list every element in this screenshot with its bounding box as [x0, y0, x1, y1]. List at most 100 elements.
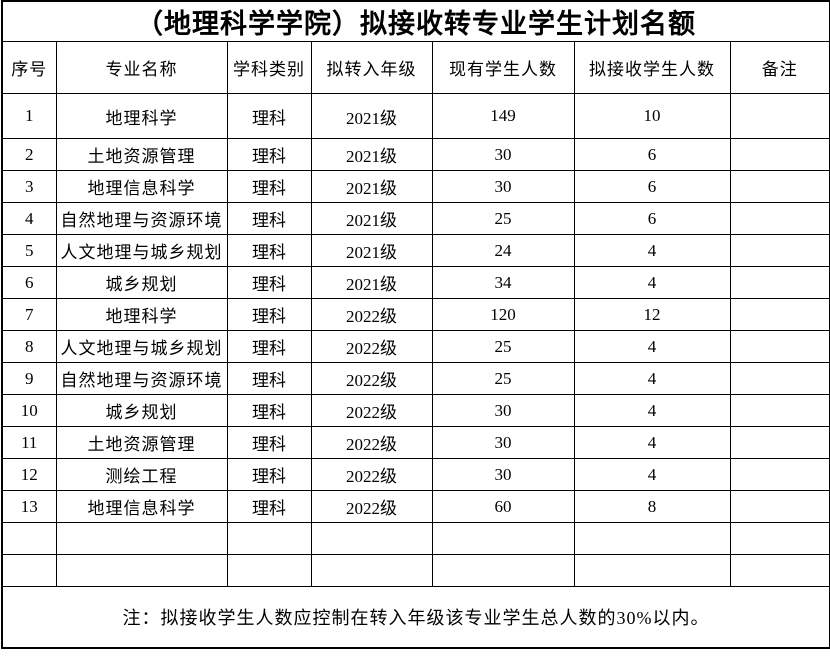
category-cell — [226, 554, 312, 587]
planned-count-cell: 10 — [573, 93, 731, 139]
current-count-cell: 30 — [431, 170, 575, 203]
seq-cell: 2 — [1, 138, 57, 171]
major-cell: 自然地理与资源环境 — [55, 362, 228, 395]
major-cell: 测绘工程 — [55, 458, 228, 491]
seq-cell — [1, 522, 57, 555]
table-row: 7 地理科学 理科 2022级 120 12 — [1, 298, 830, 331]
remark-cell — [729, 170, 830, 203]
planned-count-cell — [573, 522, 731, 555]
category-cell: 理科 — [226, 202, 312, 235]
category-cell: 理科 — [226, 394, 312, 427]
header-seq: 序号 — [1, 41, 57, 94]
note-row: 注：拟接收学生人数应控制在转入年级该专业学生总人数的30%以内。 — [1, 586, 830, 649]
major-cell: 土地资源管理 — [55, 426, 228, 459]
major-cell: 地理信息科学 — [55, 490, 228, 523]
planned-count-cell: 4 — [573, 458, 731, 491]
header-remark: 备注 — [729, 41, 830, 94]
major-cell: 自然地理与资源环境 — [55, 202, 228, 235]
remark-cell — [729, 522, 830, 555]
grade-cell — [310, 554, 433, 587]
major-cell — [55, 522, 228, 555]
category-cell: 理科 — [226, 138, 312, 171]
grade-cell: 2022级 — [310, 490, 433, 523]
current-count-cell: 30 — [431, 394, 575, 427]
remark-cell — [729, 458, 830, 491]
table-row: 3 地理信息科学 理科 2021级 30 6 — [1, 170, 830, 203]
seq-cell: 3 — [1, 170, 57, 203]
table-row: 13 地理信息科学 理科 2022级 60 8 — [1, 490, 830, 523]
planned-count-cell: 4 — [573, 234, 731, 267]
current-count-cell — [431, 554, 575, 587]
planned-count-cell: 12 — [573, 298, 731, 331]
remark-cell — [729, 202, 830, 235]
planned-count-cell: 4 — [573, 394, 731, 427]
table-row: 6 城乡规划 理科 2021级 34 4 — [1, 266, 830, 299]
current-count-cell: 120 — [431, 298, 575, 331]
major-cell: 城乡规划 — [55, 394, 228, 427]
category-cell — [226, 522, 312, 555]
planned-count-cell: 8 — [573, 490, 731, 523]
grade-cell: 2021级 — [310, 170, 433, 203]
current-count-cell: 25 — [431, 202, 575, 235]
planned-count-cell: 6 — [573, 202, 731, 235]
seq-cell: 6 — [1, 266, 57, 299]
seq-cell: 10 — [1, 394, 57, 427]
grade-cell: 2022级 — [310, 394, 433, 427]
major-cell: 地理科学 — [55, 298, 228, 331]
table-row: 10 城乡规划 理科 2022级 30 4 — [1, 394, 830, 427]
grade-cell: 2022级 — [310, 330, 433, 363]
seq-cell: 9 — [1, 362, 57, 395]
title-row: （地理科学学院）拟接收转专业学生计划名额 — [1, 0, 830, 42]
major-cell: 地理科学 — [55, 93, 228, 139]
major-cell: 人文地理与城乡规划 — [55, 234, 228, 267]
remark-cell — [729, 298, 830, 331]
grade-cell: 2022级 — [310, 426, 433, 459]
grade-cell: 2022级 — [310, 298, 433, 331]
header-category: 学科类别 — [226, 41, 312, 94]
planned-count-cell: 4 — [573, 362, 731, 395]
category-cell: 理科 — [226, 330, 312, 363]
seq-cell: 8 — [1, 330, 57, 363]
header-planned-count: 拟接收学生人数 — [573, 41, 731, 94]
seq-cell: 1 — [1, 93, 57, 139]
empty-table-row — [1, 554, 830, 587]
seq-cell: 12 — [1, 458, 57, 491]
planned-count-cell: 6 — [573, 170, 731, 203]
table-row: 9 自然地理与资源环境 理科 2022级 25 4 — [1, 362, 830, 395]
remark-cell — [729, 93, 830, 139]
current-count-cell: 30 — [431, 138, 575, 171]
remark-cell — [729, 138, 830, 171]
grade-cell: 2021级 — [310, 234, 433, 267]
category-cell: 理科 — [226, 93, 312, 139]
remark-cell — [729, 330, 830, 363]
seq-cell: 13 — [1, 490, 57, 523]
category-cell: 理科 — [226, 170, 312, 203]
remark-cell — [729, 426, 830, 459]
major-cell: 土地资源管理 — [55, 138, 228, 171]
planned-count-cell — [573, 554, 731, 587]
table-row: 11 土地资源管理 理科 2022级 30 4 — [1, 426, 830, 459]
current-count-cell: 149 — [431, 93, 575, 139]
grade-cell: 2021级 — [310, 266, 433, 299]
planned-count-cell: 4 — [573, 330, 731, 363]
table-row: 5 人文地理与城乡规划 理科 2021级 24 4 — [1, 234, 830, 267]
current-count-cell: 24 — [431, 234, 575, 267]
seq-cell: 7 — [1, 298, 57, 331]
table-row: 4 自然地理与资源环境 理科 2021级 25 6 — [1, 202, 830, 235]
current-count-cell: 30 — [431, 426, 575, 459]
category-cell: 理科 — [226, 362, 312, 395]
category-cell: 理科 — [226, 426, 312, 459]
seq-cell: 5 — [1, 234, 57, 267]
remark-cell — [729, 394, 830, 427]
table-row: 2 土地资源管理 理科 2021级 30 6 — [1, 138, 830, 171]
header-current-count: 现有学生人数 — [431, 41, 575, 94]
remark-cell — [729, 266, 830, 299]
empty-table-row — [1, 522, 830, 555]
remark-cell — [729, 554, 830, 587]
seq-cell: 11 — [1, 426, 57, 459]
planned-count-cell: 6 — [573, 138, 731, 171]
planned-count-cell: 4 — [573, 426, 731, 459]
grade-cell: 2022级 — [310, 458, 433, 491]
current-count-cell: 34 — [431, 266, 575, 299]
